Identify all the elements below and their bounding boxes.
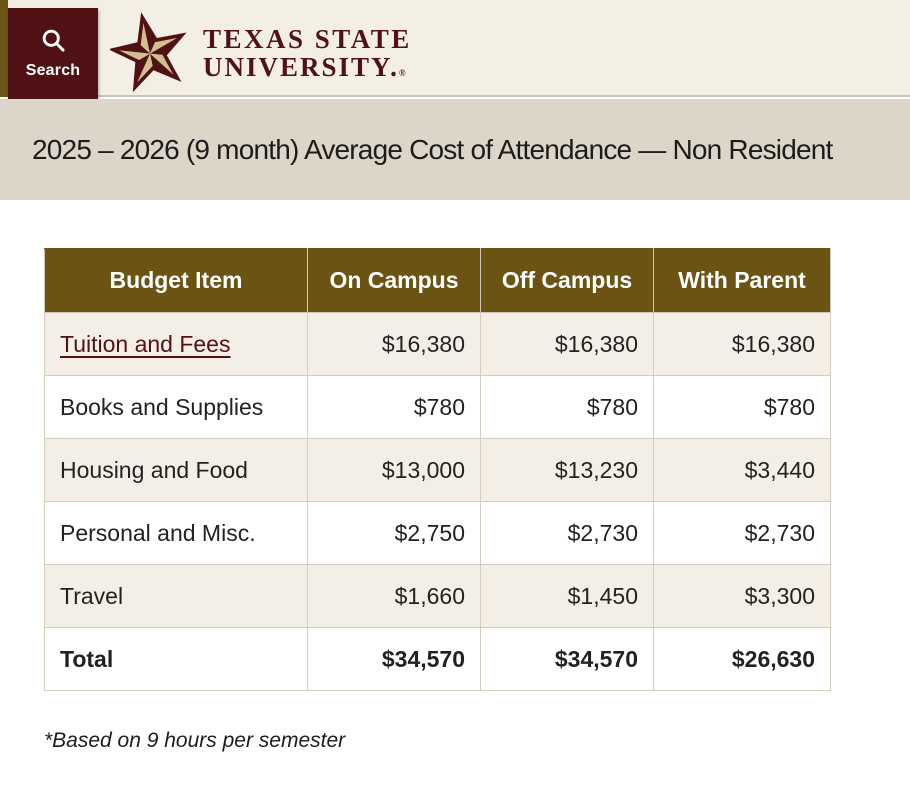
table-row-travel: Travel $1,660 $1,450 $3,300	[44, 564, 831, 628]
value-cell: $1,450	[480, 564, 654, 628]
table-row-books: Books and Supplies $780 $780 $780	[44, 375, 831, 439]
row-label-cell: Housing and Food	[44, 438, 308, 502]
value-cell: $16,380	[307, 312, 481, 376]
footnote: *Based on 9 hours per semester	[44, 729, 346, 752]
texas-state-star-icon	[108, 12, 190, 93]
value-cell: $2,730	[653, 501, 831, 565]
column-header-off-campus: Off Campus	[480, 248, 654, 313]
table-row-total: Total $34,570 $34,570 $26,630	[44, 627, 831, 691]
value-cell: $780	[653, 375, 831, 439]
row-label-cell: Total	[44, 627, 308, 691]
row-label-cell: Personal and Misc.	[44, 501, 308, 565]
value-cell: $34,570	[480, 627, 654, 691]
table-row-tuition: Tuition and Fees $16,380 $16,380 $16,380	[44, 312, 831, 376]
column-header-on-campus: On Campus	[307, 248, 481, 313]
value-cell: $13,000	[307, 438, 481, 502]
value-cell: $780	[307, 375, 481, 439]
column-header-budget-item: Budget Item	[44, 248, 308, 313]
value-cell: $3,440	[653, 438, 831, 502]
row-label-cell: Travel	[44, 564, 308, 628]
value-cell: $34,570	[307, 627, 481, 691]
value-cell: $13,230	[480, 438, 654, 502]
search-button[interactable]: Search	[8, 8, 98, 99]
search-icon	[40, 27, 67, 57]
value-cell: $26,630	[653, 627, 831, 691]
search-button-label: Search	[25, 62, 81, 79]
registered-trademark: ®	[398, 68, 406, 78]
page-title-bar: 2025 – 2026 (9 month) Average Cost of At…	[0, 99, 910, 200]
table-row-personal: Personal and Misc. $2,750 $2,730 $2,730	[44, 501, 831, 565]
cost-of-attendance-table: Budget Item On Campus Off Campus With Pa…	[44, 248, 831, 691]
value-cell: $16,380	[653, 312, 831, 376]
row-label-cell: Books and Supplies	[44, 375, 308, 439]
value-cell: $2,750	[307, 501, 481, 565]
university-logo[interactable]: TEXAS STATE UNIVERSITY.®	[108, 12, 412, 93]
value-cell: $3,300	[653, 564, 831, 628]
table-header-row: Budget Item On Campus Off Campus With Pa…	[44, 248, 831, 313]
gold-edge-strip	[0, 0, 8, 97]
column-header-with-parent: With Parent	[653, 248, 831, 313]
university-logo-text: TEXAS STATE UNIVERSITY.®	[203, 25, 412, 87]
tuition-and-fees-link[interactable]: Tuition and Fees	[60, 330, 231, 357]
table-row-housing: Housing and Food $13,000 $13,230 $3,440	[44, 438, 831, 502]
logo-line-1: TEXAS STATE	[203, 24, 412, 54]
value-cell: $16,380	[480, 312, 654, 376]
value-cell: $1,660	[307, 564, 481, 628]
page-title: 2025 – 2026 (9 month) Average Cost of At…	[32, 133, 833, 165]
row-label-cell: Tuition and Fees	[44, 312, 308, 376]
value-cell: $780	[480, 375, 654, 439]
value-cell: $2,730	[480, 501, 654, 565]
site-header: Search	[0, 0, 910, 99]
logo-line-2: UNIVERSITY.®	[203, 52, 406, 82]
